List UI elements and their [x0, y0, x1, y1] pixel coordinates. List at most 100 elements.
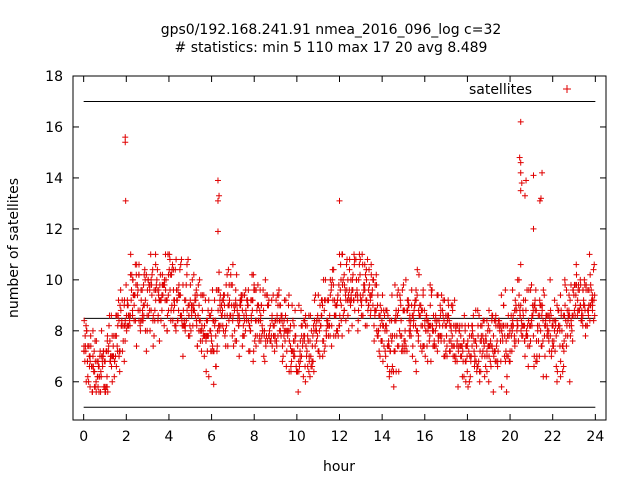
data-point — [383, 322, 390, 329]
data-point — [375, 332, 382, 339]
data-point — [494, 363, 501, 370]
data-point — [148, 292, 155, 299]
data-point — [363, 322, 370, 329]
data-point — [111, 358, 118, 365]
data-point — [413, 368, 420, 375]
data-point — [149, 271, 156, 278]
data-point — [473, 343, 480, 350]
data-point — [379, 292, 386, 299]
data-point — [241, 292, 248, 299]
data-point — [391, 281, 398, 288]
data-point — [558, 327, 565, 334]
data-point — [455, 383, 462, 390]
data-point — [465, 348, 472, 355]
data-point — [368, 261, 375, 268]
data-point — [462, 327, 469, 334]
data-point — [590, 297, 597, 304]
y-axis: 6 8 10 12 14 16 18 — [45, 69, 606, 391]
data-point — [280, 353, 287, 360]
data-point — [113, 363, 120, 370]
data-point — [226, 297, 233, 304]
data-point — [553, 332, 560, 339]
data-point — [495, 348, 502, 355]
data-point — [250, 271, 257, 278]
data-point — [427, 281, 434, 288]
data-point — [113, 332, 120, 339]
data-point — [129, 312, 136, 319]
data-point — [83, 327, 90, 334]
data-point — [307, 338, 314, 345]
data-point — [512, 297, 519, 304]
data-point — [394, 312, 401, 319]
data-point — [562, 302, 569, 309]
data-point — [196, 276, 203, 283]
data-point — [415, 332, 422, 339]
data-point — [169, 261, 176, 268]
data-point — [371, 338, 378, 345]
data-point — [330, 266, 337, 273]
data-point — [582, 332, 589, 339]
data-point — [151, 307, 158, 314]
data-point — [531, 302, 538, 309]
data-point — [153, 276, 160, 283]
data-point — [534, 358, 541, 365]
data-point — [522, 307, 529, 314]
data-point — [214, 228, 221, 235]
data-point — [137, 322, 144, 329]
data-point — [187, 327, 194, 334]
data-point — [178, 256, 185, 263]
data-point — [398, 332, 405, 339]
data-point — [195, 312, 202, 319]
data-point — [193, 322, 200, 329]
data-point — [269, 312, 276, 319]
data-point — [532, 287, 539, 294]
data-point — [363, 276, 370, 283]
data-point — [411, 302, 418, 309]
data-point — [553, 363, 560, 370]
data-point — [412, 322, 419, 329]
data-point — [287, 343, 294, 350]
data-point — [557, 292, 564, 299]
data-point — [109, 378, 116, 385]
data-point — [396, 292, 403, 299]
data-point — [260, 307, 267, 314]
data-point — [432, 327, 439, 334]
data-point — [334, 292, 341, 299]
data-point — [285, 292, 292, 299]
chart-subtitle: # statistics: min 5 110 max 17 20 avg 8.… — [175, 40, 488, 56]
data-point — [339, 332, 346, 339]
data-point — [498, 327, 505, 334]
data-point — [288, 368, 295, 375]
data-point — [517, 169, 524, 176]
data-point — [214, 343, 221, 350]
data-point — [271, 348, 278, 355]
data-point — [304, 322, 311, 329]
data-point — [87, 332, 94, 339]
data-point — [315, 348, 322, 355]
data-point — [125, 302, 132, 309]
data-point — [82, 348, 89, 355]
data-point — [179, 353, 186, 360]
y-tick-label: 10 — [45, 273, 63, 289]
data-point — [449, 307, 456, 314]
data-point — [373, 281, 380, 288]
data-point — [126, 322, 133, 329]
data-point — [471, 353, 478, 360]
data-point — [144, 302, 151, 309]
data-point — [492, 312, 499, 319]
data-point — [490, 353, 497, 360]
data-point — [351, 261, 358, 268]
data-point — [517, 302, 524, 309]
data-point — [490, 332, 497, 339]
data-point — [143, 271, 150, 278]
data-point — [516, 154, 523, 161]
data-point — [134, 281, 141, 288]
data-point — [568, 327, 575, 334]
data-point — [426, 332, 433, 339]
data-point — [207, 327, 214, 334]
data-point — [420, 292, 427, 299]
data-point — [295, 388, 302, 395]
data-point — [90, 363, 97, 370]
data-point — [258, 302, 265, 309]
data-point — [533, 307, 540, 314]
